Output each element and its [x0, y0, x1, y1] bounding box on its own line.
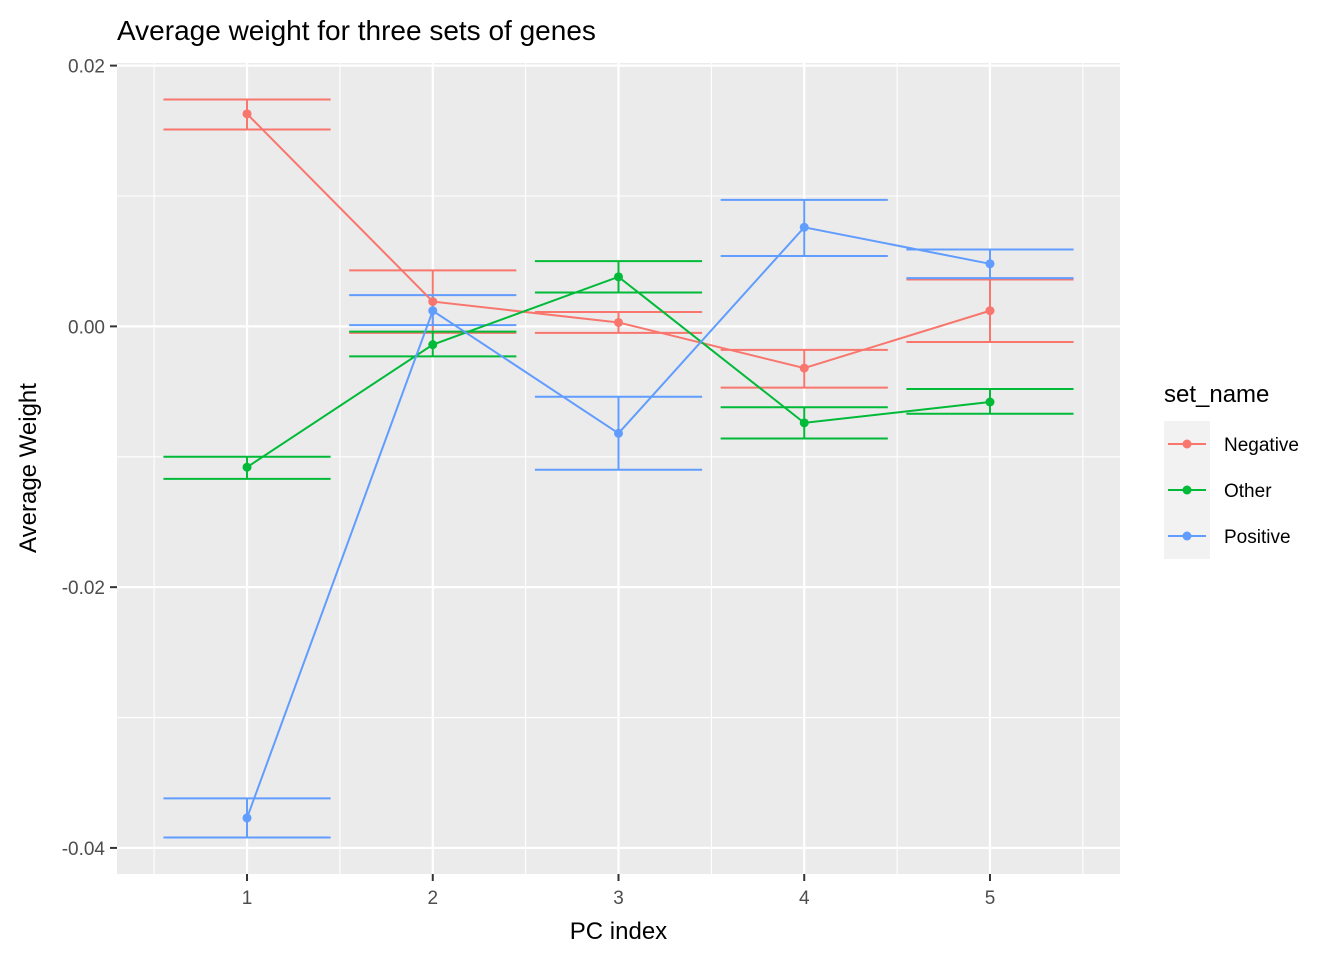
- y-axis-label: Average Weight: [15, 383, 42, 553]
- legend-key-point: [1182, 439, 1192, 449]
- data-point-positive: [799, 222, 809, 232]
- y-tick-label: 0.00: [68, 317, 105, 338]
- legend-items: Negative Other Positive: [1164, 421, 1299, 559]
- y-tick-label: -0.04: [62, 839, 106, 860]
- data-point-positive: [614, 428, 623, 438]
- legend-key-point: [1182, 485, 1192, 495]
- data-point-other: [614, 272, 623, 282]
- legend-key-point: [1182, 531, 1192, 541]
- x-tick-label: 1: [242, 888, 253, 909]
- data-point-negative: [985, 306, 995, 316]
- data-point-positive: [428, 306, 438, 316]
- x-tick-label: 2: [427, 888, 438, 909]
- data-point-positive: [242, 813, 252, 823]
- data-point-negative: [799, 363, 809, 373]
- data-point-other: [428, 340, 438, 350]
- x-tick-label: 5: [985, 888, 996, 909]
- legend-label: Negative: [1224, 435, 1299, 456]
- y-tick-label: 0.02: [68, 57, 105, 78]
- data-point-negative: [428, 297, 438, 307]
- data-point-other: [799, 418, 809, 428]
- data-point-positive: [985, 259, 995, 269]
- legend-label: Positive: [1224, 527, 1291, 548]
- data-point-negative: [614, 317, 623, 327]
- legend: set_name Negative Other Positive: [1164, 381, 1299, 559]
- x-tick-label: 4: [799, 888, 810, 909]
- y-tick-label: -0.02: [62, 578, 105, 599]
- series-points: [242, 109, 995, 823]
- data-point-other: [242, 462, 252, 472]
- x-tick-label: 3: [613, 888, 624, 909]
- chart-title: Average weight for three sets of genes: [117, 15, 596, 46]
- data-point-other: [985, 397, 995, 407]
- legend-title: set_name: [1164, 381, 1269, 408]
- axes: -0.04 -0.02 0.00 0.02 1 2 3 4 5: [62, 57, 996, 909]
- x-axis-label: PC index: [570, 918, 667, 945]
- data-point-negative: [242, 109, 252, 119]
- legend-label: Other: [1224, 481, 1272, 502]
